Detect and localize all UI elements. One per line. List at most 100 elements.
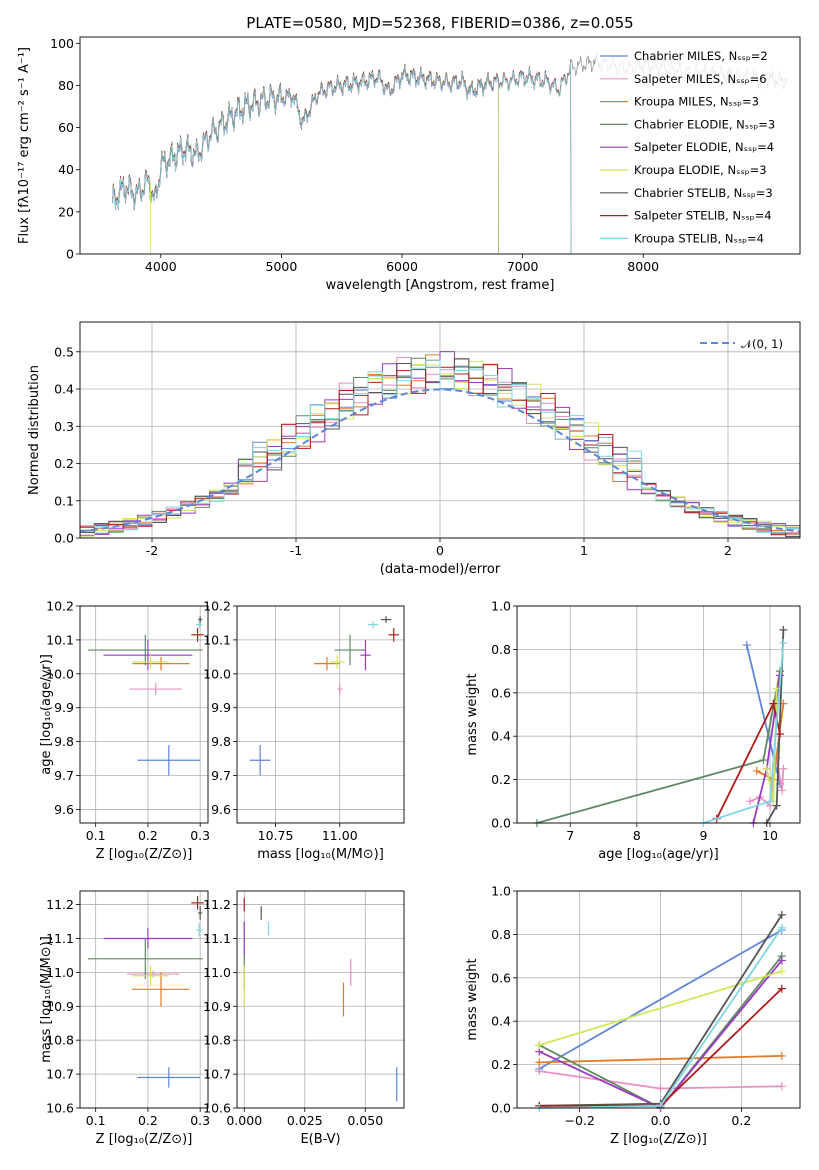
- x-tick-label: 0.3: [190, 1113, 210, 1128]
- x-tick-label: -2: [146, 543, 158, 558]
- legend-entry: Chabrier ELODIE, Nₛₛₚ=3: [634, 117, 775, 131]
- y-tick-label: 0.2: [491, 772, 511, 787]
- y-tick-label: 1.0: [491, 884, 511, 899]
- y-tick-label: 1.0: [491, 599, 511, 614]
- x-tick-label: 0.000: [226, 1113, 262, 1128]
- x-tick-label: 7: [566, 828, 574, 843]
- x-tick-label: 8: [633, 828, 641, 843]
- y-tick-label: 10.1: [46, 632, 74, 647]
- x-axis-label: (data-model)/error: [380, 562, 501, 577]
- y-tick-label: 9.7: [211, 768, 231, 783]
- weight-point-marker: [535, 1041, 544, 1050]
- y-tick-label: 11.0: [203, 965, 231, 980]
- x-tick-label: 4000: [145, 259, 177, 274]
- x-tick-label: 0.025: [287, 1113, 323, 1128]
- x-axis-label: age [log₁₀(age/yr)]: [598, 847, 719, 862]
- y-tick-label: 9.9: [211, 700, 231, 715]
- weight-point-marker: [778, 786, 787, 795]
- histogram-series: [80, 359, 800, 533]
- x-tick-label: −0.2: [564, 1113, 594, 1128]
- y-tick-label: 9.6: [211, 802, 231, 817]
- legend-entry: Chabrier MILES, Nₛₛₚ=2: [634, 49, 768, 63]
- y-tick-label: 10.8: [46, 1033, 74, 1048]
- legend-entry: Salpeter ELODIE, Nₛₛₚ=4: [634, 140, 774, 154]
- y-tick-label: 10.0: [203, 666, 231, 681]
- weight-point-marker: [769, 699, 778, 708]
- y-tick-label: 9.7: [54, 768, 74, 783]
- legend-entry: 𝒩(0, 1): [741, 337, 783, 351]
- y-tick-label: 11.2: [203, 897, 231, 912]
- y-tick-label: 0.8: [491, 927, 511, 942]
- y-tick-label: 10.7: [46, 1067, 74, 1082]
- legend-entry: Kroupa STELIB, Nₛₛₚ=4: [634, 231, 764, 245]
- legend-box: [596, 42, 796, 252]
- x-tick-label: 9: [699, 828, 707, 843]
- x-tick-label: 10: [762, 828, 778, 843]
- axes-age_vs_Z: 0.1 0.2 0.3 9.6 9.7 9.8 9.9 10.0 10.1 10.2 Z [log₁…: [39, 599, 210, 863]
- weight-point-marker: [779, 764, 788, 773]
- x-tick-label: 0.1: [86, 1113, 106, 1128]
- weight-point-marker: [777, 1082, 786, 1091]
- chart-title: PLATE=0580, MJD=52368, FIBERID=0386, z=0…: [246, 14, 633, 32]
- y-axis-label: mass weight: [465, 673, 480, 755]
- x-axis-label: wavelength [Angstrom, rest frame]: [326, 278, 555, 293]
- y-tick-label: 0.0: [491, 816, 511, 831]
- y-tick-label: 10.9: [203, 999, 231, 1014]
- weight-point-marker: [777, 923, 786, 932]
- x-tick-label: 8000: [627, 259, 659, 274]
- y-tick-label: 10.0: [46, 666, 74, 681]
- weight-point-marker: [746, 797, 755, 806]
- x-tick-label: 0: [436, 543, 444, 558]
- axes-massweight_vs_age: 7 8 9 10 0.0 0.2 0.4 0.6 0.8 1.0 age [log₁₀(age/yr…: [465, 599, 800, 862]
- y-tick-label: 10.2: [46, 599, 74, 614]
- axes-age_vs_mass: 10.75 11.00 9.6 9.7 9.8 9.9 10.0 10.1 10.2 mass […: [203, 599, 404, 862]
- legend-entry: Kroupa MILES, Nₛₛₚ=3: [634, 95, 759, 109]
- x-axis-label: Z [log₁₀(Z/Z⊙)]: [610, 1132, 707, 1147]
- y-tick-label: 20: [58, 204, 74, 219]
- y-tick-label: 40: [58, 162, 74, 177]
- y-tick-label: 0.3: [54, 419, 74, 434]
- axes-massweight_vs_Z: −0.2 0.0 0.2 0.0 0.2 0.4 0.6 0.8 1.0 Z [log₁₀(Z/Z…: [465, 884, 800, 1147]
- x-tick-label: 11.00: [322, 828, 358, 843]
- legend-entry: Chabrier STELIB, Nₛₛₚ=3: [634, 186, 773, 200]
- y-tick-label: 80: [58, 78, 74, 93]
- axes-frame: [516, 605, 801, 824]
- x-axis-label: Z [log₁₀(Z/Z⊙)]: [96, 847, 193, 862]
- y-tick-label: 9.6: [54, 802, 74, 817]
- weight-point-marker: [776, 730, 785, 739]
- model-spectrum-line: [112, 59, 572, 255]
- y-tick-label: 100: [50, 36, 74, 51]
- x-tick-label: 7000: [507, 259, 539, 274]
- y-tick-label: 10.8: [203, 1033, 231, 1048]
- x-tick-label: 0.2: [731, 1113, 751, 1128]
- model-spectrum-line: [112, 61, 571, 211]
- x-tick-label: 0.0: [651, 1113, 671, 1128]
- legend-entry: Kroupa ELODIE, Nₛₛₚ=3: [634, 163, 767, 177]
- axes-residuals: -2 -1 0 1 2 0.0 0.1 0.2 0.3 0.4 0.5 (data-model)/er…: [27, 322, 801, 577]
- axes-frame: [236, 605, 405, 824]
- y-axis-label: Flux [fλ10⁻¹⁷ erg cm⁻² s⁻¹ A⁻¹]: [17, 47, 32, 244]
- x-axis-label: E(B-V): [300, 1132, 340, 1147]
- gaussian-curve: [79, 388, 801, 533]
- y-tick-label: 0.2: [54, 456, 74, 471]
- weight-point-marker: [759, 756, 768, 765]
- x-tick-label: 2: [724, 543, 732, 558]
- y-tick-label: 0: [66, 247, 74, 262]
- axes-frame: [516, 890, 801, 1109]
- axes-frame: [236, 890, 405, 1109]
- weight-series-line: [538, 970, 783, 1046]
- x-tick-label: 0.3: [190, 828, 210, 843]
- legend-entry: Salpeter STELIB, Nₛₛₚ=4: [634, 209, 772, 223]
- weight-point-marker: [742, 641, 751, 650]
- weight-point-marker: [777, 1051, 786, 1060]
- model-spectrum-line: [112, 60, 572, 255]
- weight-point-marker: [772, 801, 781, 810]
- y-tick-label: 10.7: [203, 1067, 231, 1082]
- y-tick-label: 11.0: [46, 965, 74, 980]
- axes-frame: [79, 36, 801, 255]
- weight-point-marker: [656, 1101, 665, 1110]
- weight-point-marker: [777, 956, 786, 965]
- weight-series-line: [538, 929, 783, 1070]
- y-axis-label: Normed distribution: [27, 365, 42, 495]
